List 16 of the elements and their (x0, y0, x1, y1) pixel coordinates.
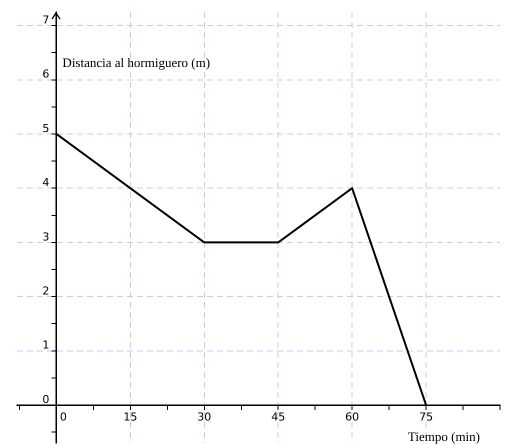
y-tick-label: 1 (42, 338, 50, 352)
x-axis-title: Tiempo (min) (408, 428, 480, 444)
x-tick-label: 15 (123, 410, 138, 424)
y-tick-label: 6 (42, 68, 50, 81)
x-tick-label: 45 (271, 410, 286, 424)
x-tick-label: 75 (419, 410, 434, 424)
x-tick-label: 0 (60, 410, 67, 424)
y-tick-label: 2 (42, 284, 50, 298)
x-tick-label: 30 (197, 410, 212, 424)
y-axis-title: Distancia al hormiguero (m) (62, 54, 210, 70)
y-tick-label: 4 (42, 176, 50, 190)
y-tick-label: 5 (42, 122, 50, 135)
x-tick-label: 60 (345, 410, 360, 424)
y-tick-label: 7 (42, 13, 50, 26)
y-tick-label: 3 (42, 230, 50, 244)
y-tick-label: 0 (42, 392, 50, 406)
